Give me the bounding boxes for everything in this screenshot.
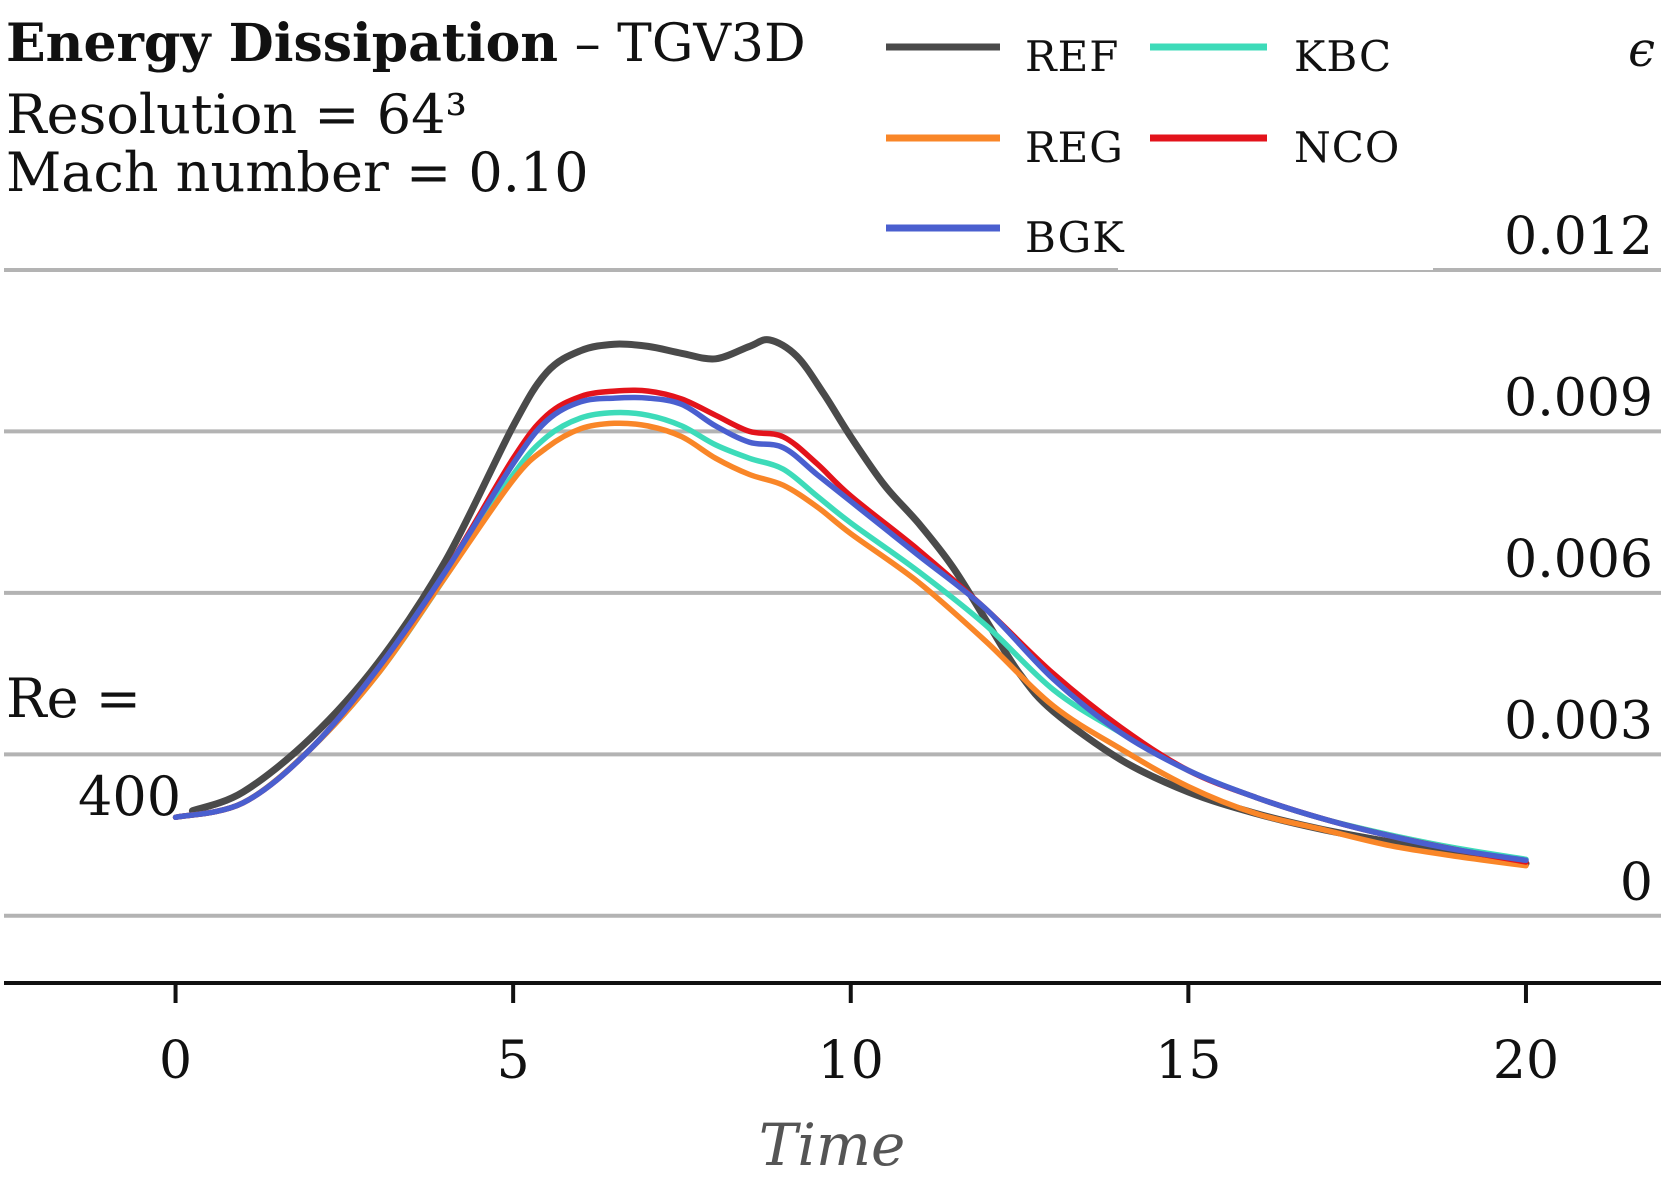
- x-tick-label: 0: [159, 1031, 192, 1091]
- x-tick-label: 5: [497, 1031, 530, 1091]
- y-tick-label: 0.003: [1504, 691, 1653, 751]
- x-tick-label: 10: [818, 1031, 884, 1091]
- chart-title: Energy Dissipation – TGV3D: [6, 18, 806, 71]
- series-line-bgk: [172, 394, 1529, 864]
- x-tick-label: 15: [1155, 1031, 1221, 1091]
- grid-lines: [4, 267, 1661, 918]
- y-tick-label: 0.012: [1504, 207, 1653, 267]
- reynolds-value: 400: [78, 765, 182, 828]
- mach-number-label: Mach number = 0.10: [6, 141, 589, 204]
- chart-title-bold: Energy Dissipation: [6, 13, 559, 74]
- y-tick-label: 0: [1620, 853, 1653, 913]
- y-tick-label: 0.006: [1504, 530, 1653, 590]
- legend-label-kbc: KBC: [1294, 32, 1392, 81]
- resolution-label: Resolution = 64³: [6, 83, 468, 146]
- series-line-ref: [188, 336, 1530, 868]
- series-line-nco: [172, 387, 1529, 865]
- legend: REF KBC REG NCO BGK: [886, 32, 1400, 262]
- series-line-kbc: [172, 409, 1529, 863]
- y-axis-label: ϵ: [1628, 22, 1655, 78]
- legend-label-reg: REG: [1025, 123, 1124, 172]
- series-line-reg: [172, 420, 1529, 869]
- legend-background: [1118, 190, 1433, 270]
- legend-label-bgk: BGK: [1025, 213, 1125, 262]
- reynolds-label: Re =: [6, 667, 142, 730]
- x-tick-label: 20: [1493, 1031, 1559, 1091]
- x-ticks: 0 5 10 15 20: [159, 983, 1559, 1091]
- series-lines: [172, 336, 1530, 869]
- legend-label-ref: REF: [1025, 32, 1119, 81]
- y-tick-label: 0.009: [1504, 368, 1653, 428]
- y-tick-labels: 0 0.003 0.006 0.009 0.012: [1504, 207, 1653, 913]
- x-axis-label: Time: [759, 1111, 906, 1179]
- chart-title-subtitle: – TGV3D: [558, 14, 806, 74]
- legend-label-nco: NCO: [1294, 123, 1400, 172]
